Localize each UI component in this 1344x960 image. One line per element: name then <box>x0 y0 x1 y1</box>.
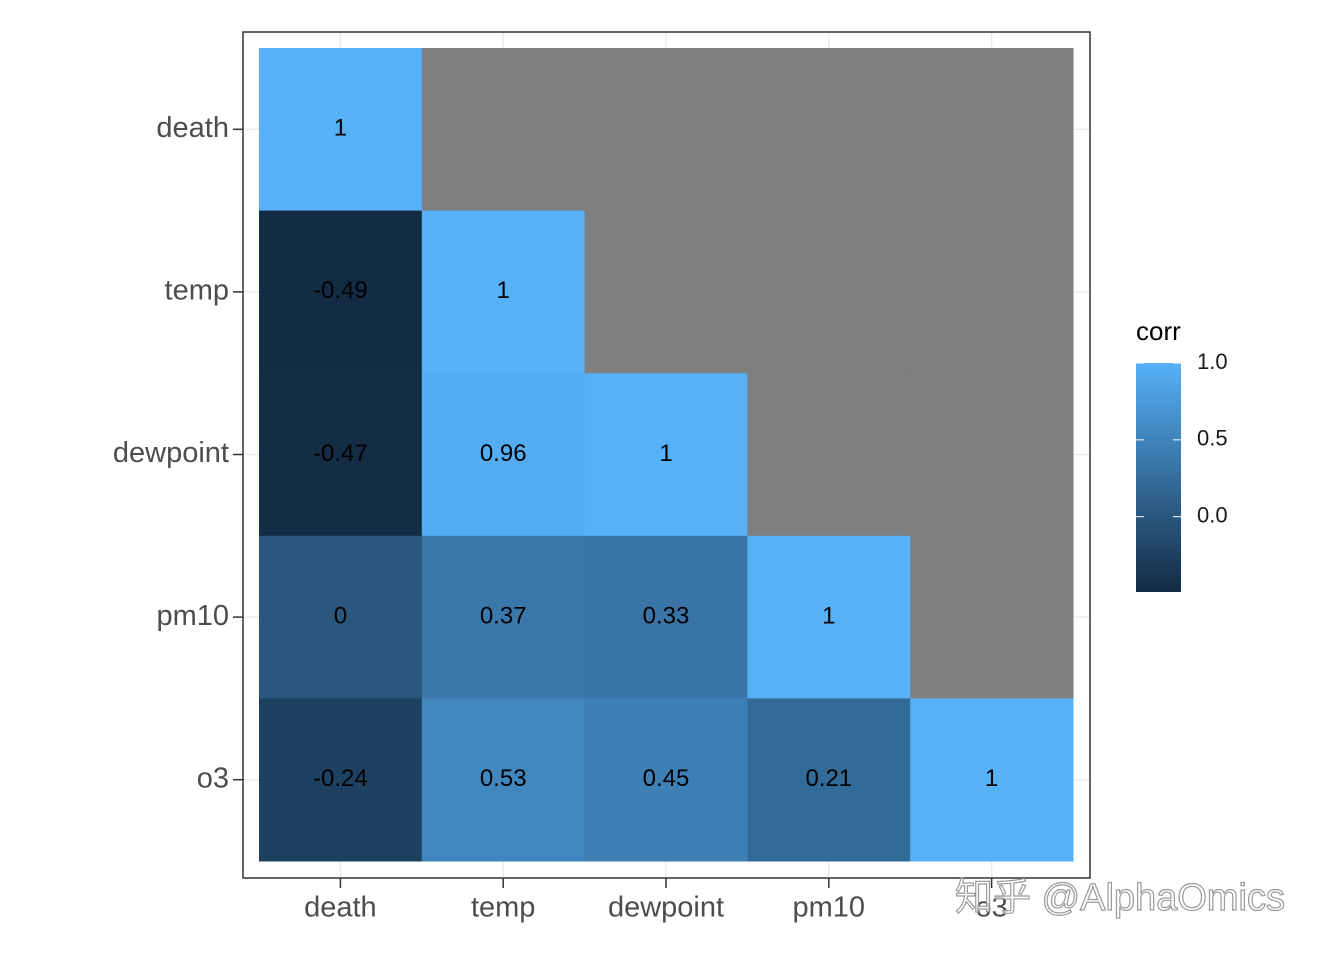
legend-title: corr <box>1136 316 1181 346</box>
na-cell <box>747 48 911 212</box>
x-tick-label: death <box>304 892 377 924</box>
x-tick-label: pm10 <box>793 892 866 924</box>
cell-label: 0.21 <box>805 765 852 792</box>
cell-label: -0.24 <box>313 765 368 792</box>
na-cell <box>910 535 1074 699</box>
cell <box>259 373 423 537</box>
cell-label: 0.33 <box>643 602 690 629</box>
cell <box>584 535 748 699</box>
cell-label: 1 <box>334 115 347 142</box>
na-cell <box>910 48 1074 212</box>
cell <box>421 210 586 374</box>
x-tick-label: dewpoint <box>608 892 724 924</box>
colorbar-tick-label: 1.0 <box>1197 349 1228 374</box>
cell-label: 1 <box>985 765 998 792</box>
na-cell <box>584 210 748 374</box>
cell <box>747 698 911 862</box>
colorbar-tick-label: 0.0 <box>1197 503 1228 528</box>
y-tick-label: o3 <box>197 762 229 794</box>
cell-label: 0.53 <box>480 765 527 792</box>
na-cell <box>421 48 586 212</box>
cell <box>421 535 586 699</box>
cell-label: 0 <box>334 602 347 629</box>
cell <box>259 535 423 699</box>
cell <box>747 535 911 699</box>
y-tick-label: death <box>156 112 229 144</box>
y-tick-label: pm10 <box>156 600 229 632</box>
cell-label: -0.49 <box>313 277 368 304</box>
na-cell <box>747 210 911 374</box>
cell-label: 0.96 <box>480 440 527 467</box>
cell <box>421 373 586 537</box>
cell-label: 1 <box>822 602 835 629</box>
x-tick-label: o3 <box>975 892 1007 924</box>
cell <box>421 698 586 862</box>
na-cell <box>910 210 1074 374</box>
na-cell <box>584 48 748 212</box>
cell <box>584 698 748 862</box>
cell <box>259 698 423 862</box>
na-cell <box>747 373 911 537</box>
cell <box>259 210 423 374</box>
watermark: 知乎 @AlphaOmics <box>955 877 1285 919</box>
colorbar-tick-label: 0.5 <box>1197 426 1228 451</box>
y-tick-label: dewpoint <box>113 437 229 469</box>
cell-label: -0.47 <box>313 440 368 467</box>
cell-label: 0.37 <box>480 602 527 629</box>
cell-label: 1 <box>659 440 672 467</box>
cell <box>584 373 748 537</box>
cell <box>259 48 423 212</box>
cell-label: 1 <box>497 277 510 304</box>
na-cell <box>910 373 1074 537</box>
cell <box>910 698 1074 862</box>
x-tick-label: temp <box>471 892 535 924</box>
cell-label: 0.45 <box>643 765 690 792</box>
colorbar <box>1136 363 1181 592</box>
y-tick-label: temp <box>165 275 229 307</box>
